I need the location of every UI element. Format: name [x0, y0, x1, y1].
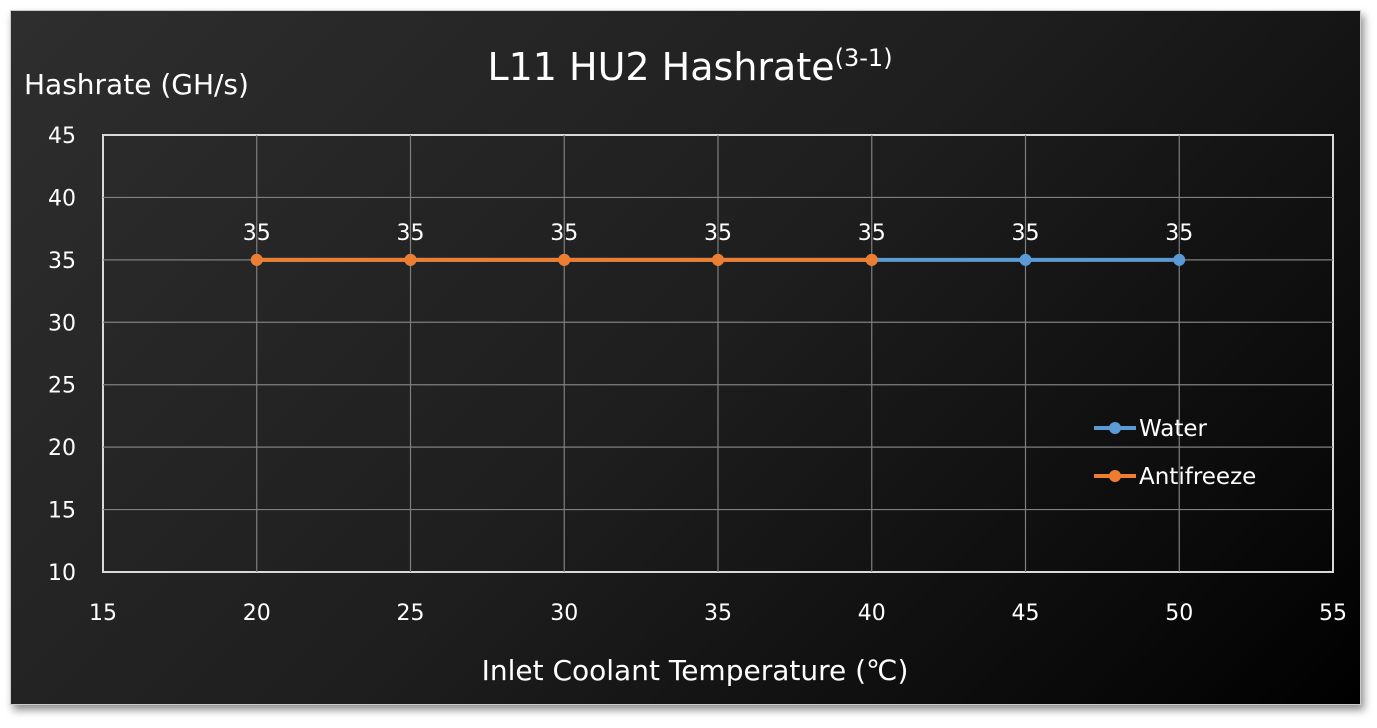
data-label: 35 [243, 221, 271, 246]
series-group: 35 35 35 35 35 35 35 [243, 221, 1193, 266]
x-tick-label: 40 [858, 601, 886, 626]
data-label: 35 [704, 221, 732, 246]
data-point [250, 253, 263, 266]
data-point [1019, 253, 1032, 266]
x-tick-label: 25 [397, 601, 425, 626]
data-label: 35 [1012, 221, 1040, 246]
data-point [558, 253, 571, 266]
x-tick-label: 35 [704, 601, 732, 626]
x-tick-label: 20 [243, 601, 271, 626]
title-superscript: (3-1) [835, 44, 893, 72]
grid: 15 20 25 30 35 40 45 50 55 10 15 20 25 30 35 40 45 [48, 124, 1347, 626]
y-tick-label: 20 [48, 436, 76, 461]
y-tick-label: 30 [48, 311, 76, 336]
chart-title: L11 HU2 Hashrate(3-1) [487, 44, 892, 89]
x-axis-label: Inlet Coolant Temperature (℃) [482, 654, 909, 687]
data-label: 35 [1165, 221, 1193, 246]
chart-frame [10, 10, 1361, 705]
title-main: L11 HU2 Hashrate [487, 45, 834, 89]
data-point [1173, 253, 1186, 266]
data-point [865, 253, 878, 266]
legend: Water Antifreeze [1094, 416, 1256, 490]
y-tick-label: 35 [48, 249, 76, 274]
x-tick-label: 45 [1012, 601, 1040, 626]
y-tick-label: 10 [48, 561, 76, 586]
legend-marker [1109, 470, 1121, 482]
x-tick-label: 30 [550, 601, 578, 626]
x-tick-label: 50 [1165, 601, 1193, 626]
y-axis-label: Hashrate (GH/s) [24, 68, 249, 101]
legend-marker [1109, 422, 1121, 434]
data-label: 35 [397, 221, 425, 246]
y-tick-label: 15 [48, 499, 76, 524]
data-label: 35 [858, 221, 886, 246]
y-tick-label: 45 [48, 124, 76, 149]
y-tick-label: 40 [48, 186, 76, 211]
y-tick-label: 25 [48, 374, 76, 399]
data-label: 35 [550, 221, 578, 246]
x-tick-label: 55 [1319, 601, 1347, 626]
data-point [712, 253, 724, 266]
x-tick-label: 15 [89, 601, 117, 626]
legend-label: Antifreeze [1139, 464, 1256, 490]
legend-label: Water [1139, 416, 1208, 442]
data-point [404, 253, 417, 266]
